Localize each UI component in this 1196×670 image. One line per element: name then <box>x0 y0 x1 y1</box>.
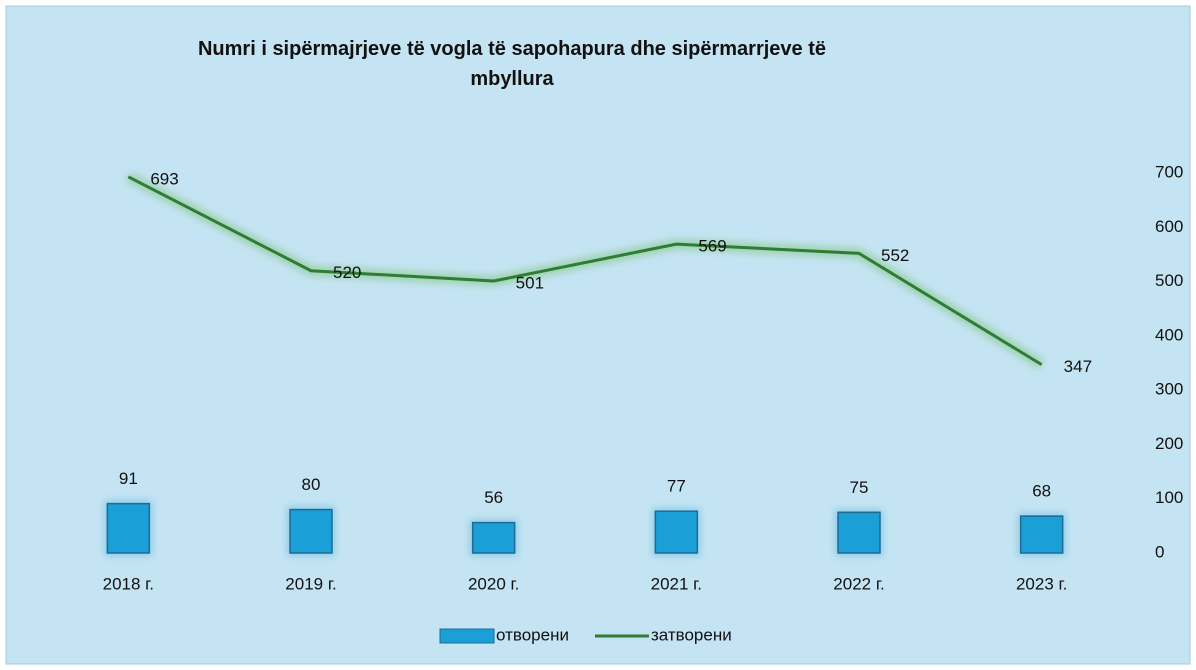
data-label: 56 <box>484 488 503 507</box>
data-label: 91 <box>119 469 138 488</box>
data-label: 347 <box>1064 357 1092 376</box>
x-tick-label: 2022 г. <box>833 574 884 593</box>
x-tick-label: 2020 г. <box>468 574 519 593</box>
bar <box>471 521 516 554</box>
bar <box>654 510 699 554</box>
x-tick-label: 2018 г. <box>103 574 154 593</box>
data-label: 80 <box>302 475 321 494</box>
x-tick-label: 2023 г. <box>1016 574 1067 593</box>
bar <box>106 502 151 554</box>
y-tick-label: 600 <box>1155 217 1183 236</box>
y-tick-label: 500 <box>1155 271 1183 290</box>
y-tick-label: 200 <box>1155 434 1183 453</box>
y-tick-label: 400 <box>1155 325 1183 344</box>
legend-label: отворени <box>496 625 569 644</box>
bar <box>837 511 881 554</box>
chart-background <box>5 5 1191 665</box>
bar <box>289 508 333 554</box>
data-label: 75 <box>850 478 869 497</box>
legend-label: затворени <box>651 625 732 644</box>
data-label: 501 <box>516 274 544 293</box>
data-label: 552 <box>881 246 909 265</box>
data-label: 693 <box>150 169 178 188</box>
legend-swatch <box>439 628 495 644</box>
x-tick-label: 2021 г. <box>651 574 702 593</box>
x-tick-label: 2019 г. <box>285 574 336 593</box>
y-tick-label: 300 <box>1155 380 1183 399</box>
data-label: 520 <box>333 263 361 282</box>
data-label: 569 <box>698 237 726 256</box>
y-tick-label: 700 <box>1155 162 1183 181</box>
chart-title: Numri i sipërmajrjeve të vogla të sapoha… <box>197 38 827 90</box>
y-tick-label: 100 <box>1155 488 1183 507</box>
line <box>127 175 1043 366</box>
bar <box>1019 515 1064 554</box>
y-tick-label: 0 <box>1155 542 1164 561</box>
data-label: 68 <box>1032 482 1051 501</box>
data-label: 77 <box>667 477 686 496</box>
